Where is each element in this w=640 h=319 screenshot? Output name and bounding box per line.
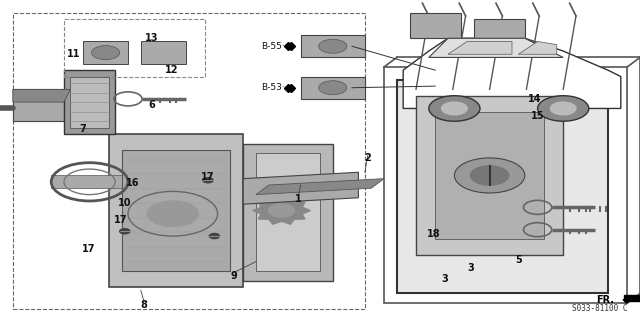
Polygon shape xyxy=(410,13,461,38)
Circle shape xyxy=(538,96,589,121)
Text: B-55·: B-55· xyxy=(261,42,285,51)
Text: 17: 17 xyxy=(81,244,95,254)
Polygon shape xyxy=(301,35,365,57)
Polygon shape xyxy=(301,77,365,99)
Polygon shape xyxy=(83,41,128,64)
Polygon shape xyxy=(243,172,358,204)
Circle shape xyxy=(319,81,347,95)
Bar xyxy=(384,67,627,303)
Text: 17: 17 xyxy=(113,215,127,225)
Text: FR.: FR. xyxy=(596,295,614,305)
Text: 3: 3 xyxy=(442,274,448,284)
Text: 6: 6 xyxy=(148,100,155,110)
Polygon shape xyxy=(253,197,310,224)
Circle shape xyxy=(550,102,576,115)
Text: 18: 18 xyxy=(426,229,440,240)
Text: 3: 3 xyxy=(467,263,474,273)
Polygon shape xyxy=(448,41,512,54)
Circle shape xyxy=(269,204,294,217)
Circle shape xyxy=(429,96,480,121)
Text: 17: 17 xyxy=(201,172,215,182)
Polygon shape xyxy=(256,153,320,271)
Bar xyxy=(64,19,205,77)
Circle shape xyxy=(470,166,509,185)
Text: 16: 16 xyxy=(126,178,140,189)
Text: 9: 9 xyxy=(230,271,237,281)
Bar xyxy=(13,13,365,309)
Polygon shape xyxy=(122,150,230,271)
Polygon shape xyxy=(397,80,608,293)
Text: 10: 10 xyxy=(118,197,132,208)
Polygon shape xyxy=(51,175,128,188)
Polygon shape xyxy=(64,70,115,134)
Polygon shape xyxy=(518,41,557,54)
Circle shape xyxy=(442,102,467,115)
Text: 8: 8 xyxy=(141,300,147,310)
Circle shape xyxy=(209,234,220,239)
Circle shape xyxy=(319,39,347,53)
Circle shape xyxy=(203,178,213,183)
Polygon shape xyxy=(70,77,109,128)
Polygon shape xyxy=(109,134,243,287)
Text: 5: 5 xyxy=(515,255,522,265)
Polygon shape xyxy=(435,112,544,239)
Polygon shape xyxy=(403,38,621,108)
Text: S033-81100 C: S033-81100 C xyxy=(572,304,627,313)
Polygon shape xyxy=(256,179,384,195)
Text: B-53·: B-53· xyxy=(261,83,285,92)
Text: 13: 13 xyxy=(145,33,159,43)
Text: 15: 15 xyxy=(531,111,545,122)
Polygon shape xyxy=(429,38,563,57)
Circle shape xyxy=(120,229,130,234)
Text: 11: 11 xyxy=(67,49,81,59)
Circle shape xyxy=(147,201,198,226)
Circle shape xyxy=(454,158,525,193)
Polygon shape xyxy=(13,89,64,121)
Polygon shape xyxy=(141,41,186,64)
Text: 14: 14 xyxy=(527,94,541,104)
Polygon shape xyxy=(13,89,70,102)
Polygon shape xyxy=(624,295,640,301)
Polygon shape xyxy=(243,144,333,281)
Text: 12: 12 xyxy=(164,65,179,75)
Text: 1: 1 xyxy=(295,194,301,204)
Polygon shape xyxy=(416,96,563,255)
Circle shape xyxy=(92,46,120,60)
Polygon shape xyxy=(474,19,525,45)
Text: 7: 7 xyxy=(80,124,86,134)
Text: 2: 2 xyxy=(365,153,371,163)
